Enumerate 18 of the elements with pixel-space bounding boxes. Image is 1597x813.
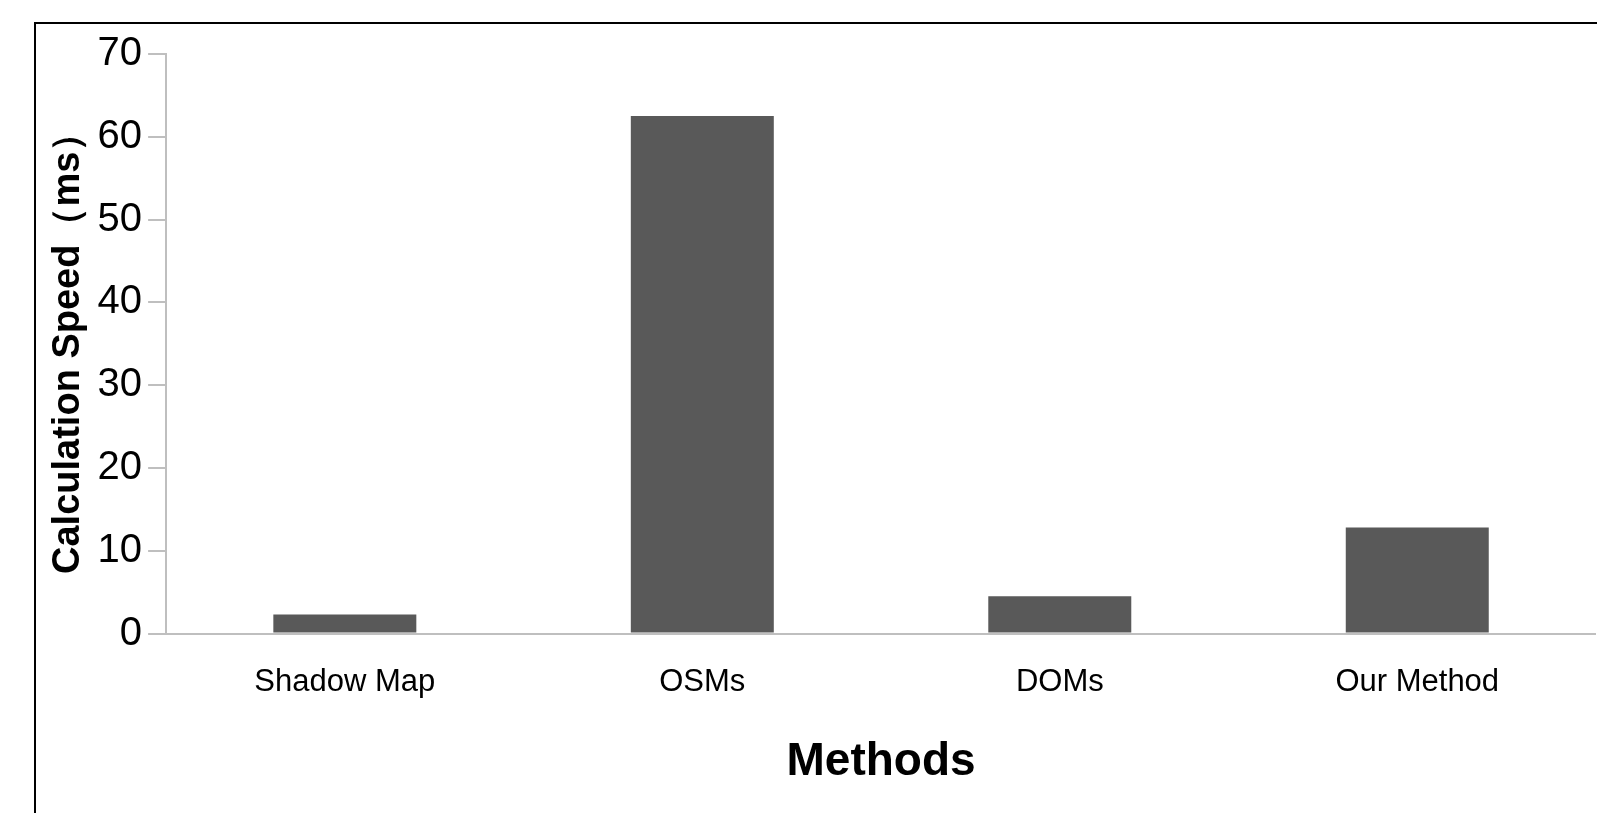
y-tick-label: 0	[119, 608, 143, 653]
y-tick-label: 30	[97, 360, 143, 405]
bar	[273, 614, 417, 633]
x-tick-label: DOMs	[1015, 662, 1104, 698]
bar	[988, 596, 1132, 633]
y-axis-title: Calculation Speed（ms）	[45, 113, 88, 574]
y-tick-label: 10	[97, 525, 143, 570]
y-tick-label: 50	[97, 194, 143, 239]
y-tick-label: 20	[97, 443, 143, 488]
y-tick-label: 60	[97, 111, 143, 156]
bar	[630, 116, 774, 633]
y-tick-label: 70	[97, 29, 143, 74]
y-tick-label: 40	[97, 277, 143, 322]
x-axis-title: Methods	[786, 733, 976, 786]
x-tick-label: OSMs	[659, 662, 746, 698]
bar	[1345, 527, 1489, 633]
x-tick-label: Our Method	[1335, 662, 1500, 698]
x-tick-label: Shadow Map	[254, 662, 436, 698]
